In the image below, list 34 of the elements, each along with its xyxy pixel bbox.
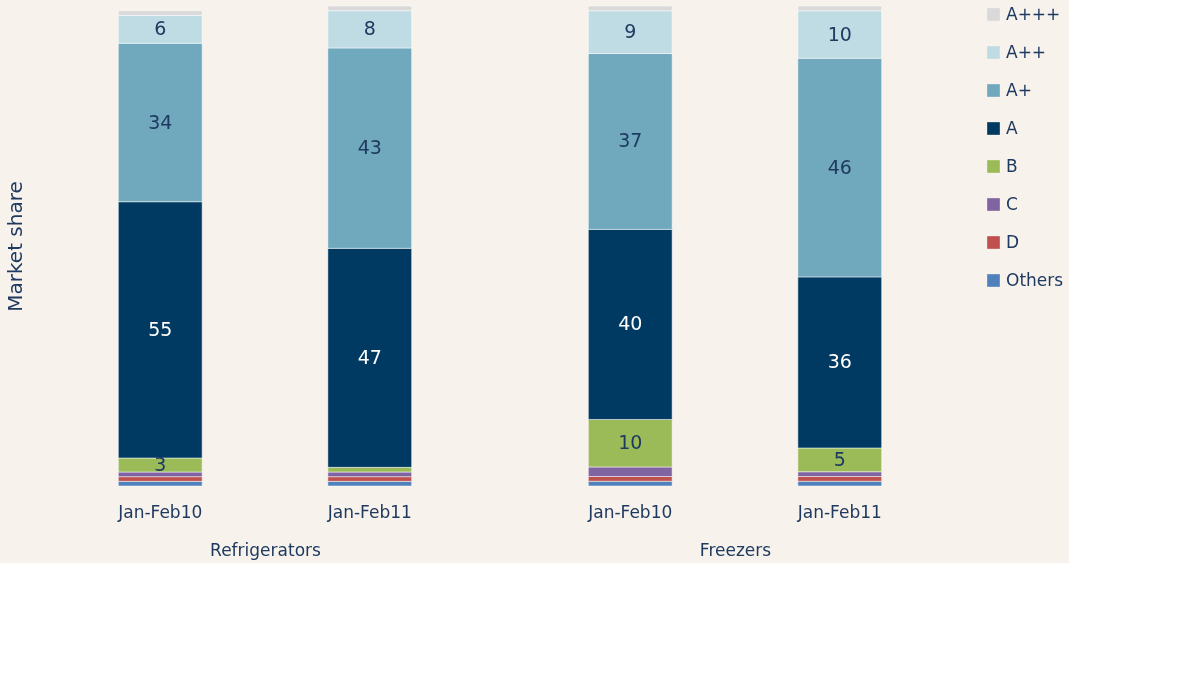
- legend-label: B: [1006, 155, 1018, 176]
- x-tick-label: Jan-Feb10: [117, 501, 203, 522]
- legend-label: A+: [1006, 79, 1032, 100]
- legend-label: Others: [1006, 269, 1064, 290]
- x-axis-title: Freezers: [699, 539, 772, 560]
- data-label: 36: [827, 350, 852, 373]
- legend-label: A++: [1006, 41, 1047, 62]
- data-label: 10: [618, 431, 643, 454]
- data-label: 47: [357, 345, 382, 368]
- x-tick-label: Jan-Feb11: [326, 501, 412, 522]
- data-label: 3: [154, 453, 167, 476]
- data-label: 10: [827, 22, 852, 45]
- data-label: 6: [154, 17, 167, 40]
- x-tick-label: Jan-Feb11: [796, 501, 882, 522]
- data-label: 5: [833, 447, 846, 470]
- data-label: 55: [148, 317, 173, 340]
- bar: [588, 481, 673, 487]
- x-axis-title: Refrigerators: [210, 539, 322, 560]
- data-label: 8: [363, 17, 376, 40]
- legend-label: A: [1006, 117, 1018, 138]
- data-label: 43: [357, 136, 382, 159]
- legend-label: A+++: [1006, 3, 1061, 24]
- y-axis-title: Market share: [2, 181, 27, 312]
- data-label: 37: [618, 129, 643, 152]
- bar: [327, 481, 412, 487]
- legend-label: C: [1006, 193, 1018, 214]
- data-label: 40: [618, 312, 643, 335]
- legend-label: D: [1006, 231, 1020, 252]
- x-tick-label: Jan-Feb10: [587, 501, 673, 522]
- data-label: 34: [148, 110, 173, 133]
- bar: [118, 481, 203, 487]
- data-label: 9: [624, 20, 637, 43]
- data-label: 46: [827, 155, 852, 178]
- bar: [797, 481, 882, 487]
